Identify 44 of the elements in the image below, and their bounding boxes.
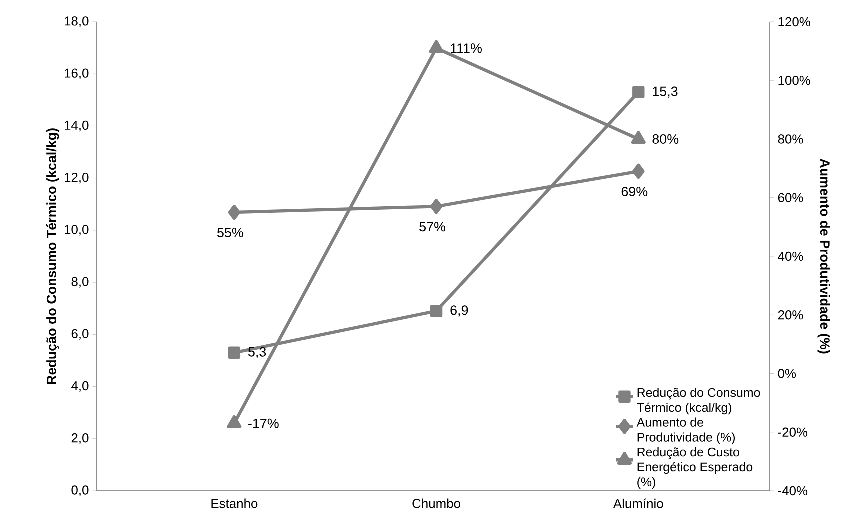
legend-label: Redução de Custo Energético Esperado (%) bbox=[638, 448, 753, 490]
data-label: 69% bbox=[622, 187, 648, 197]
y2-tick-label: 80% bbox=[778, 134, 804, 144]
y-tick-label: 18,0 bbox=[65, 16, 89, 28]
data-label: 5,3 bbox=[248, 347, 266, 358]
y2-axis-title: Aumento de Produtividade (%) bbox=[818, 158, 830, 354]
data-label: 80% bbox=[652, 134, 679, 144]
y2-tick-label: 60% bbox=[778, 193, 804, 202]
y-tick-label: 10,0 bbox=[65, 225, 89, 236]
point bbox=[632, 86, 645, 98]
point bbox=[430, 305, 443, 318]
y-tick-label: 0,0 bbox=[72, 486, 89, 496]
y2-tick-label: 0% bbox=[778, 369, 796, 378]
y-tick-label: 16,0 bbox=[65, 68, 89, 80]
data-label: 15,3 bbox=[653, 86, 678, 98]
point bbox=[631, 131, 646, 144]
y2-tick-label: -40% bbox=[778, 486, 808, 496]
x-tick-label: Alumínio bbox=[613, 498, 664, 508]
point bbox=[228, 346, 241, 359]
y-tick-label: 8,0 bbox=[72, 277, 89, 288]
data-label: 57% bbox=[420, 222, 446, 232]
x-tick-label: Estanho bbox=[212, 498, 258, 508]
y2-tick-label: -20% bbox=[778, 428, 808, 437]
point bbox=[227, 415, 242, 428]
y-tick-label: 2,0 bbox=[72, 434, 89, 444]
data-label: 111% bbox=[451, 44, 482, 54]
data-label: 6,9 bbox=[450, 306, 468, 317]
y-tick-label: 12,0 bbox=[65, 172, 89, 184]
y-tick-label: 6,0 bbox=[72, 329, 89, 340]
point bbox=[632, 164, 645, 180]
y2-tick-label: 40% bbox=[778, 252, 804, 262]
point bbox=[430, 199, 443, 214]
y-axis-title: Redução do Consumo Térmico (kcal/kg) bbox=[46, 128, 60, 384]
y2-tick-label: 20% bbox=[778, 310, 804, 320]
y2-tick-label: 100% bbox=[778, 76, 810, 86]
y-tick-label: 14,0 bbox=[65, 120, 89, 132]
legend-label: Redução do Consumo Térmico (kcal/kg) bbox=[637, 388, 760, 415]
y2-tick-label: 120% bbox=[778, 17, 810, 27]
data-label: 55% bbox=[218, 228, 244, 238]
point bbox=[228, 204, 241, 220]
x-tick-label: Chumbo bbox=[412, 498, 460, 508]
data-label: -17% bbox=[248, 418, 279, 428]
y-tick-label: 4,0 bbox=[72, 381, 89, 392]
legend-label: Aumento de Produtividade (%) bbox=[636, 418, 736, 444]
